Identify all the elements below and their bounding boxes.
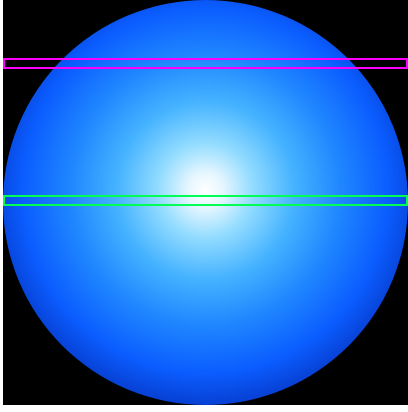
magenta-selection-band[interactable] xyxy=(3,58,408,69)
green-selection-band[interactable] xyxy=(3,195,408,206)
render-canvas xyxy=(3,0,408,405)
